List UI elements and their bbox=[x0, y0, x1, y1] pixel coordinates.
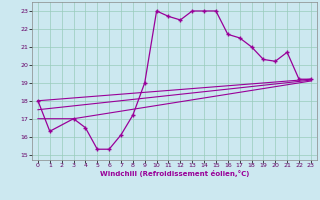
X-axis label: Windchill (Refroidissement éolien,°C): Windchill (Refroidissement éolien,°C) bbox=[100, 170, 249, 177]
